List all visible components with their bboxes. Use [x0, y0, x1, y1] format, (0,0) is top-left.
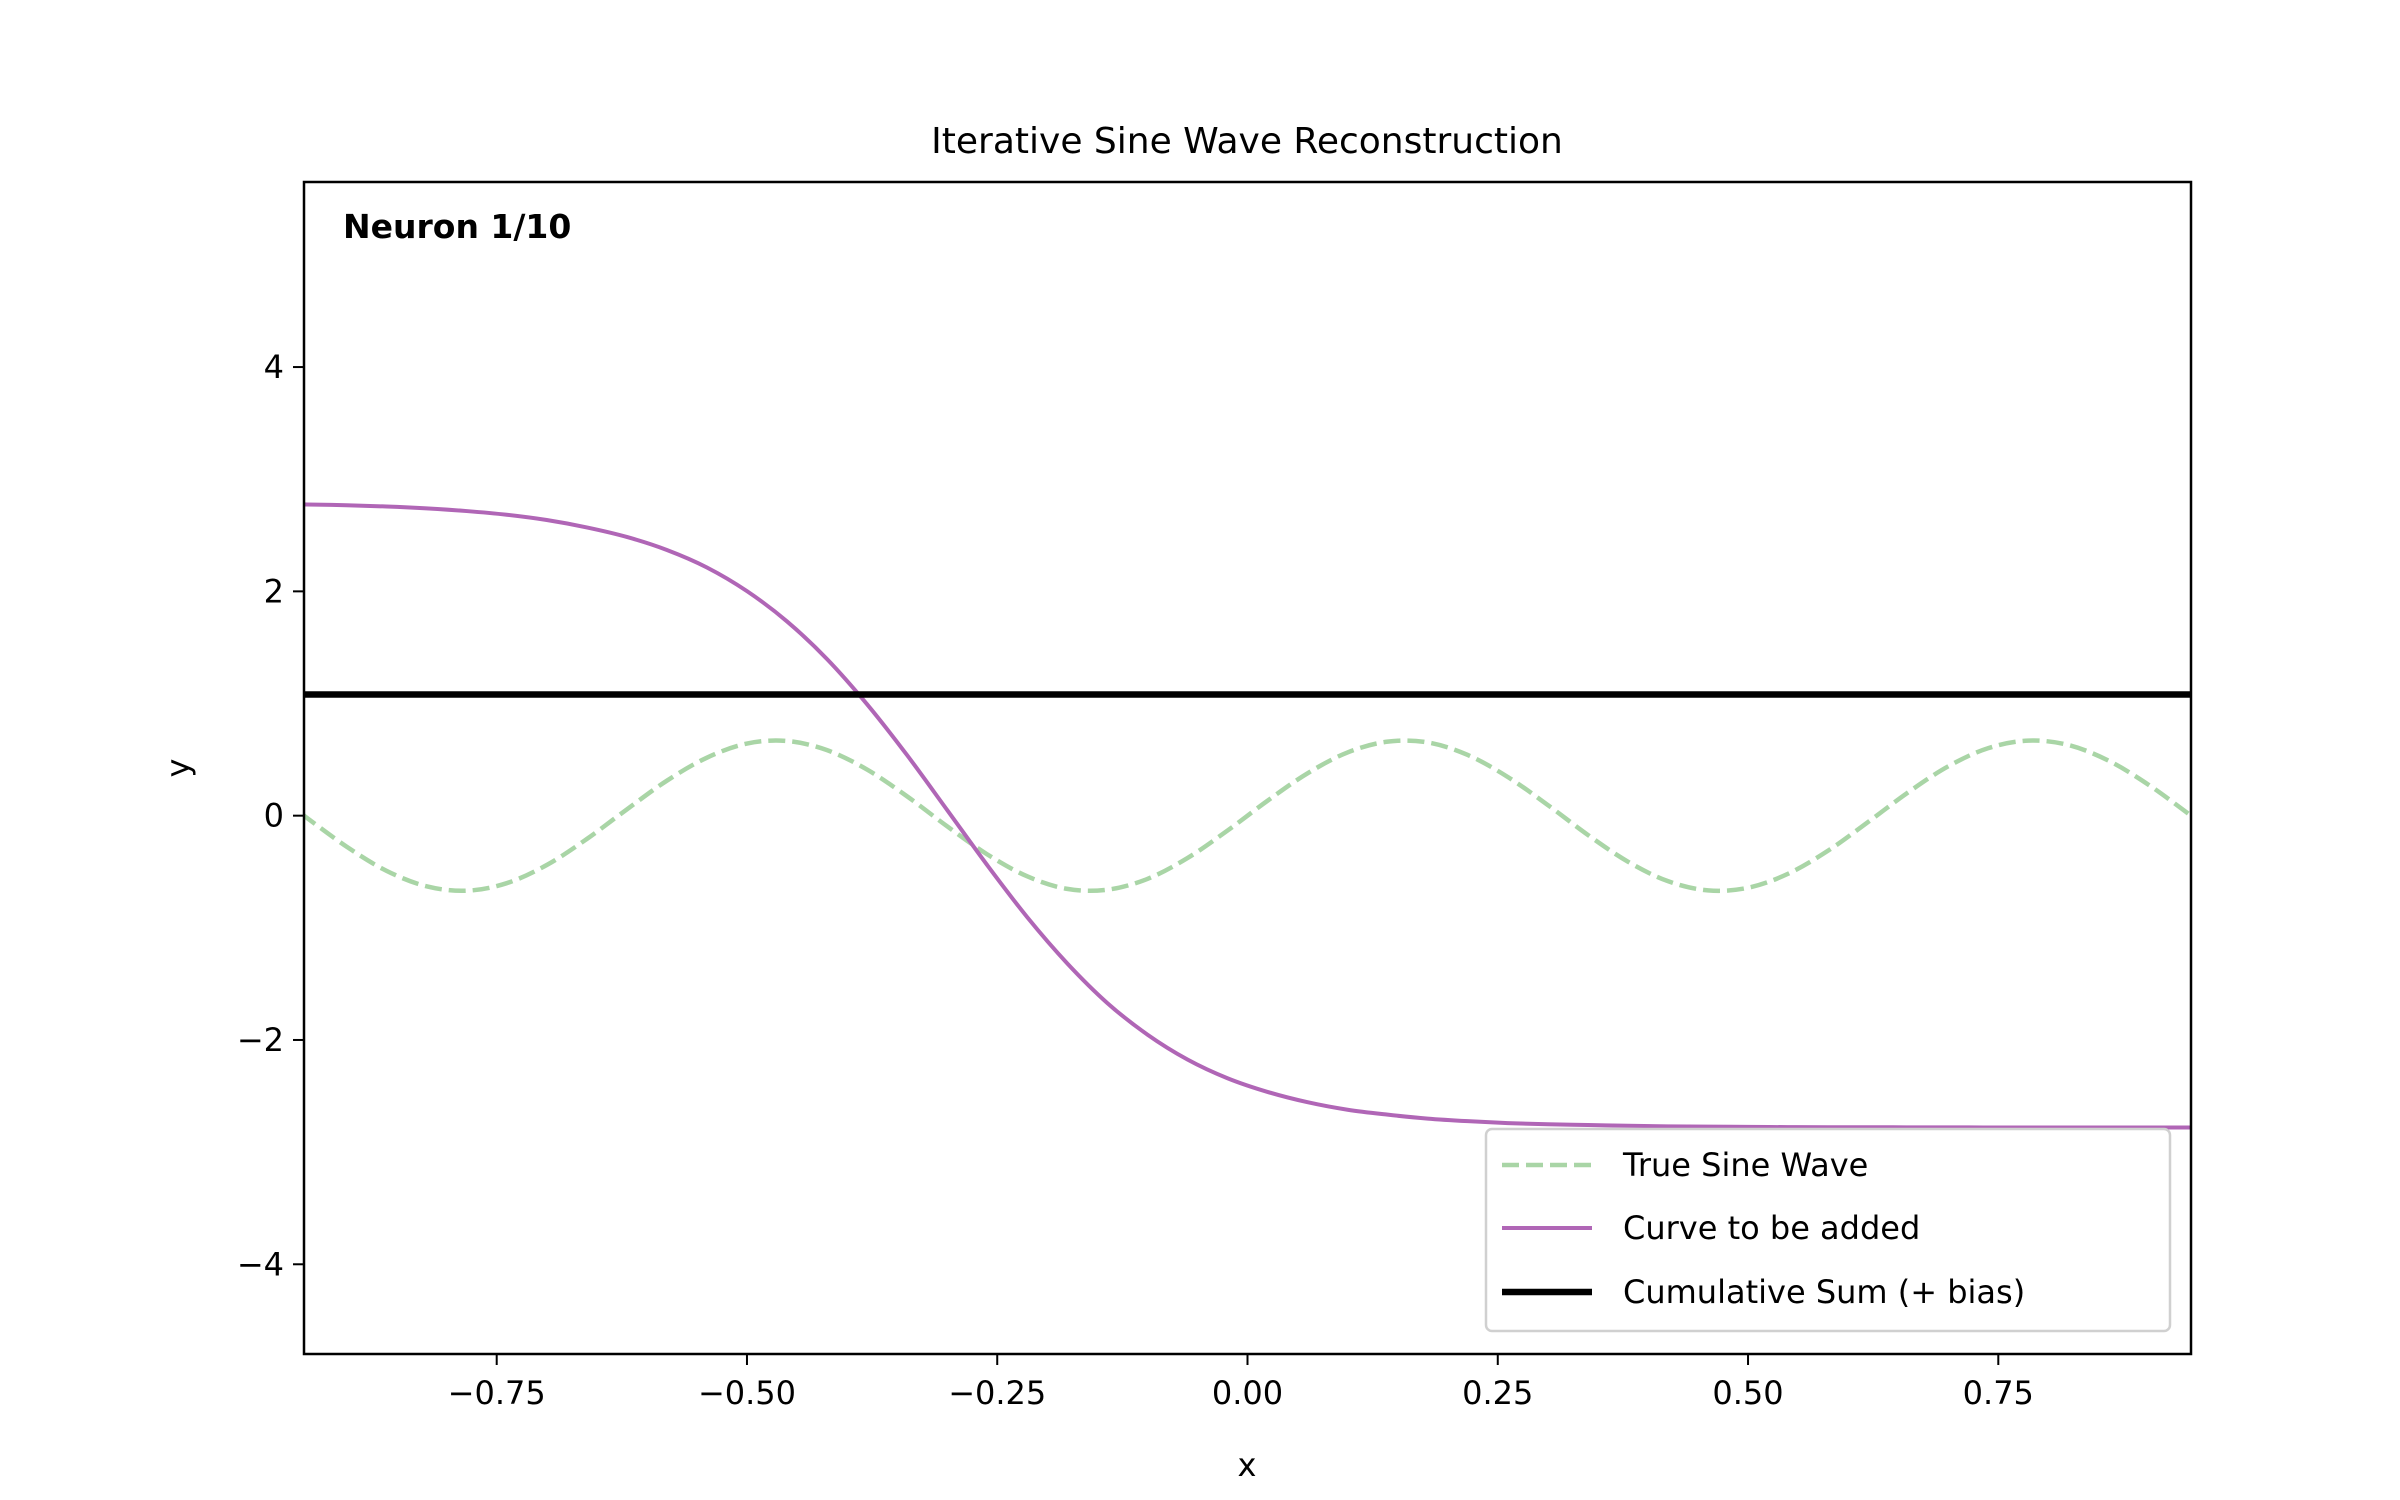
- series-line-1: [304, 502, 2191, 1130]
- legend-entry: True Sine Wave: [1622, 1146, 1868, 1184]
- x-tick-label: −0.50: [698, 1374, 796, 1412]
- series-line-0: [304, 738, 2191, 894]
- y-tick-label: −2: [237, 1021, 284, 1059]
- y-axis-label: y: [159, 759, 197, 778]
- x-tick-label: 0.50: [1712, 1374, 1783, 1412]
- x-tick-label: −0.25: [948, 1374, 1046, 1412]
- legend-entry: Cumulative Sum (+ bias): [1623, 1273, 2025, 1311]
- neuron-annotation: Neuron 1/10: [343, 207, 571, 246]
- x-tick-label: 0.00: [1212, 1374, 1283, 1412]
- y-tick-label: 4: [264, 348, 284, 386]
- x-tick-label: −0.75: [448, 1374, 546, 1412]
- x-tick-label: 0.25: [1462, 1374, 1533, 1412]
- legend-entry: Curve to be added: [1623, 1209, 1920, 1247]
- legend-box: [1484, 1127, 2172, 1333]
- legend: True Sine Wave Curve to be added Cumulativ…: [1484, 1127, 2172, 1333]
- y-tick-label: 2: [264, 572, 284, 610]
- y-axis: −4 −2 0 2 4: [237, 348, 304, 1283]
- x-axis: −0.75 −0.50 −0.25 0.00 0.25 0.50 0.75: [448, 1354, 2034, 1412]
- x-axis-label: x: [1238, 1446, 1257, 1484]
- series-layer: [304, 502, 2191, 1130]
- y-tick-label: 0: [264, 797, 284, 835]
- chart-title: Iterative Sine Wave Reconstruction: [931, 121, 1563, 162]
- y-tick-label: −4: [237, 1245, 284, 1283]
- x-tick-label: 0.75: [1963, 1374, 2034, 1412]
